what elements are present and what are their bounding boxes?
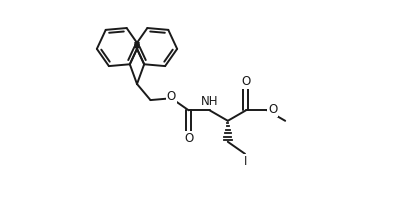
Text: O: O: [184, 132, 193, 145]
Text: NH: NH: [201, 95, 218, 108]
Text: I: I: [244, 155, 248, 168]
Text: O: O: [167, 90, 176, 103]
Text: O: O: [241, 75, 251, 88]
Text: O: O: [268, 103, 277, 116]
